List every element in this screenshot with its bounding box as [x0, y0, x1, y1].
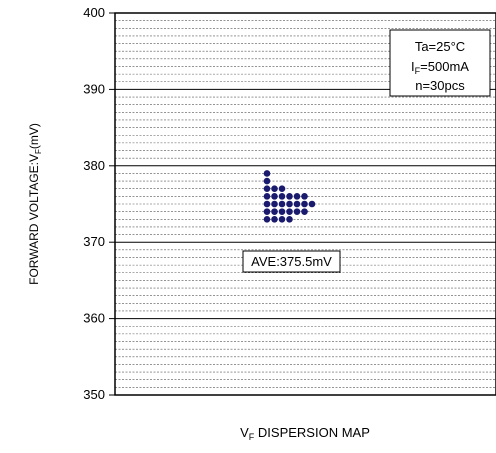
condition-temperature: Ta=25°C — [415, 39, 465, 54]
y-tick-label: 380 — [83, 158, 105, 173]
average-box: AVE:375.5mV — [242, 250, 341, 273]
data-point — [286, 193, 293, 200]
data-point — [263, 193, 271, 200]
condition-current: IF=500mA — [411, 59, 469, 76]
data-point — [263, 208, 271, 215]
data-point — [293, 200, 301, 208]
average-label: AVE:375.5mV — [251, 254, 332, 269]
data-point — [278, 208, 286, 215]
data-point — [286, 200, 293, 208]
data-point — [263, 215, 271, 223]
y-tick-label: 370 — [83, 234, 105, 249]
data-point — [263, 170, 271, 177]
data-point — [278, 215, 286, 223]
y-tick-label: 400 — [83, 5, 105, 20]
data-point — [263, 177, 271, 185]
data-point — [278, 193, 286, 200]
data-point — [286, 215, 293, 223]
conditions-box: Ta=25°C IF=500mA n=30pcs — [389, 29, 491, 97]
data-point — [271, 208, 278, 215]
y-tick-label: 350 — [83, 387, 105, 402]
y-tick-label: 360 — [83, 311, 105, 326]
condition-sample-count: n=30pcs — [415, 78, 465, 93]
data-point — [278, 200, 286, 208]
data-point — [286, 208, 293, 215]
y-axis-label: FORWARD VOLTAGE:VF(mV) — [27, 123, 43, 285]
data-point — [293, 208, 301, 215]
data-point — [301, 208, 308, 215]
data-point — [263, 185, 271, 193]
grid-lines — [115, 20, 496, 388]
data-point — [271, 193, 278, 200]
data-point — [271, 215, 278, 223]
data-point — [301, 200, 308, 208]
data-point — [271, 200, 278, 208]
data-point — [301, 193, 308, 200]
data-points — [263, 170, 316, 223]
data-point — [263, 200, 271, 208]
y-tick-label: 390 — [83, 81, 105, 96]
data-point — [271, 185, 278, 193]
data-point — [293, 193, 301, 200]
plot-frame — [114, 12, 496, 396]
x-axis-label: VF DISPERSION MAP — [240, 425, 370, 442]
y-axis-ticks: 350 360 370 380 390 400 — [83, 5, 115, 402]
data-point — [308, 200, 316, 208]
data-point — [278, 185, 286, 193]
